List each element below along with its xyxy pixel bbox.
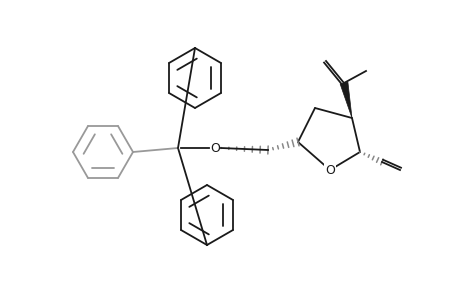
Text: O: O [210,142,219,154]
Text: O: O [325,164,334,176]
Polygon shape [339,82,351,118]
